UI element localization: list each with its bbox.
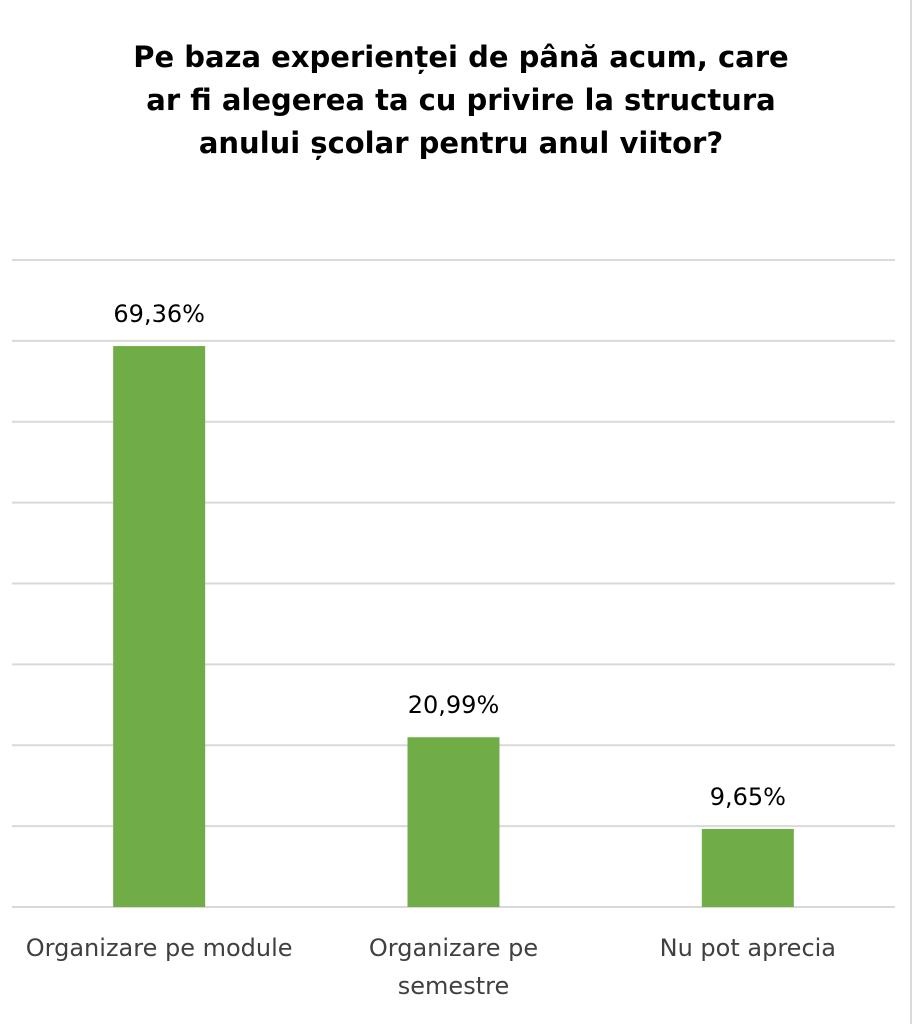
- chart-title: Pe baza experienței de până acum, care a…: [133, 40, 789, 160]
- bar: [701, 828, 794, 907]
- category-label: semestre: [398, 972, 509, 1000]
- category-label: Organizare pe module: [26, 934, 293, 962]
- data-label: 20,99%: [408, 691, 500, 719]
- bar: [407, 737, 500, 907]
- data-label: 69,36%: [113, 300, 205, 328]
- category-label: Organizare pe: [369, 934, 538, 962]
- bar: [113, 346, 206, 907]
- data-label: 9,65%: [710, 783, 786, 811]
- category-label: Nu pot aprecia: [660, 934, 836, 962]
